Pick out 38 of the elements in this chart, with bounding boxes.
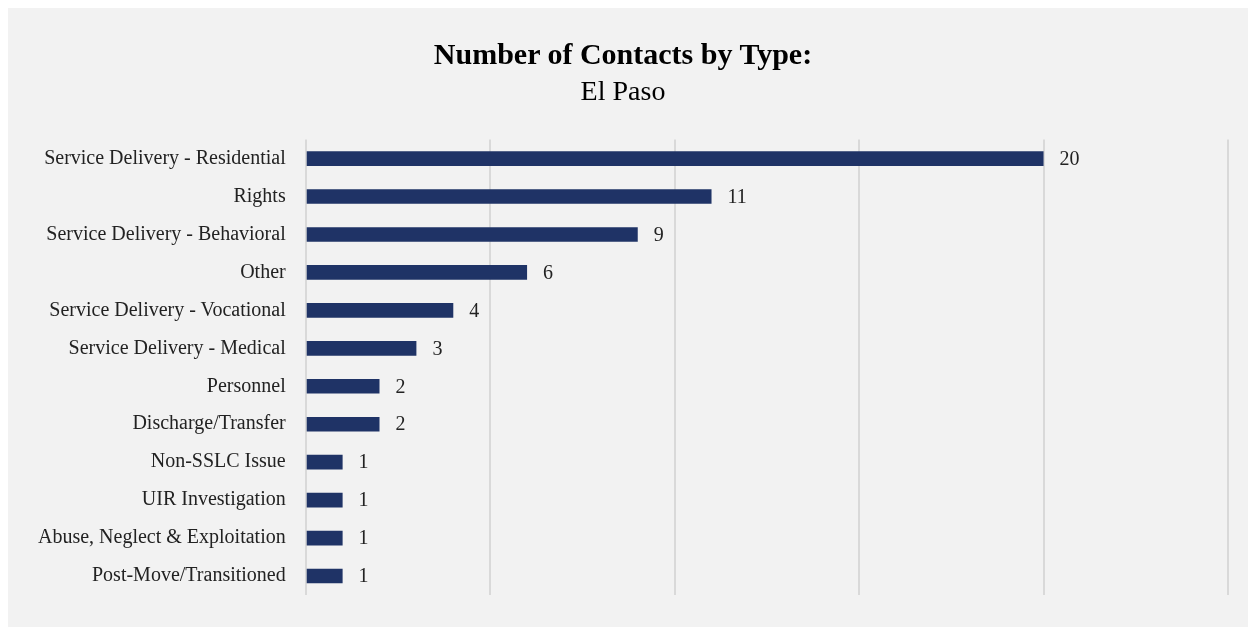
y-tick-label: Discharge/Transfer	[132, 411, 287, 435]
chart-subtitle: El Paso	[580, 75, 666, 107]
bar	[306, 151, 1044, 166]
y-tick-label: Non-SSLC Issue	[150, 449, 286, 472]
bar	[306, 378, 380, 394]
y-tick-label: Service Delivery - Medical	[68, 335, 287, 359]
data-label: 4	[469, 298, 480, 321]
data-label: 9	[653, 222, 664, 245]
bar	[306, 416, 380, 432]
data-label: 1	[358, 488, 369, 511]
data-label: 1	[358, 450, 369, 473]
data-label: 6	[543, 260, 554, 283]
y-tick-label: Rights	[233, 183, 286, 207]
data-label: 1	[358, 564, 369, 587]
y-tick-label: Service Delivery - Vocational	[49, 297, 287, 321]
data-label: 2	[395, 374, 406, 397]
bar	[306, 265, 528, 280]
y-tick-label: UIR Investigation	[141, 487, 286, 511]
y-tick-label: Other	[240, 259, 287, 282]
y-tick-label: Service Delivery - Residential	[44, 145, 287, 169]
bar	[306, 568, 343, 584]
bar	[306, 454, 343, 470]
bar	[306, 492, 343, 508]
bar	[306, 303, 454, 318]
chart-title: Number of Contacts by Type:	[433, 36, 813, 70]
y-tick-label: Abuse, Neglect & Exploitation	[37, 525, 286, 549]
data-label: 1	[358, 526, 369, 549]
bar	[306, 227, 638, 242]
bar	[306, 341, 417, 356]
bar	[306, 189, 712, 204]
bar	[306, 530, 343, 546]
data-label: 11	[727, 184, 747, 207]
data-label: 2	[395, 412, 406, 435]
data-label: 3	[432, 336, 443, 359]
data-label: 20	[1059, 146, 1080, 169]
y-tick-label: Service Delivery - Behavioral	[46, 221, 287, 245]
y-tick-label: Personnel	[206, 373, 287, 396]
y-tick-label: Post-Move/Transitioned	[91, 563, 286, 586]
